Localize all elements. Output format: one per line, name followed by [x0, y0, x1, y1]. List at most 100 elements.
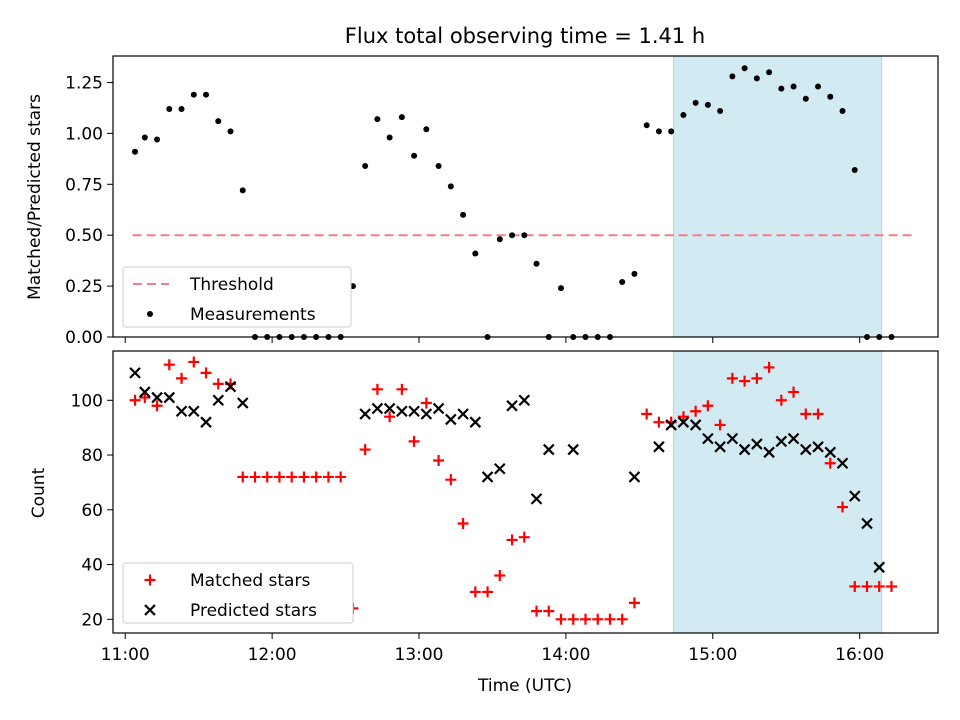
measurement-point: [386, 134, 393, 141]
predicted-star-point: [775, 435, 788, 448]
predicted-star-point: [457, 408, 469, 420]
legend-box: [122, 266, 352, 328]
predicted-star-point: [224, 380, 237, 393]
predicted-star-point: [873, 561, 886, 574]
predicted-star-point: [628, 471, 641, 483]
ratio-panel: Matched/Predicted stars 0.00 0.25 0.50 0.75…: [25, 55, 939, 348]
matched-star-point: [237, 471, 249, 483]
predicted-star-point: [518, 394, 531, 407]
x-tick-label: 12:00: [248, 645, 297, 665]
matched-star-point: [163, 359, 175, 371]
matched-star-point: [592, 613, 604, 625]
matched-star-point: [849, 580, 861, 592]
matched-star-point: [567, 613, 579, 625]
matched-star-point: [371, 383, 383, 395]
predicted-star-point: [481, 471, 494, 483]
measurement-point: [704, 101, 711, 108]
measurement-point: [423, 126, 430, 133]
legend-measurement-swatch: [147, 311, 153, 317]
matched-star-point: [286, 471, 298, 483]
y-tick-label: 1.25: [65, 73, 103, 93]
x-tick-label: 14:00: [541, 645, 590, 665]
predicted-star-point: [530, 493, 543, 505]
top-y-axis-label: Matched/Predicted stars: [25, 94, 45, 300]
x-tick-label: 13:00: [395, 645, 444, 665]
measurement-point: [398, 114, 405, 121]
count-panel: Count Time (UTC) 20 40 60 80 100 11:00 12:00 13…: [29, 350, 939, 696]
predicted-star-point: [800, 443, 812, 456]
predicted-star-point: [689, 419, 702, 431]
measurement-point: [655, 128, 662, 135]
matched-star-point: [702, 400, 714, 412]
bottom-y-axis-label: Count: [29, 467, 49, 518]
matched-star-point: [212, 378, 224, 390]
matched-star-point: [384, 411, 396, 423]
matched-star-point: [775, 394, 787, 406]
measurement-point: [227, 128, 234, 135]
matched-star-point: [579, 613, 591, 625]
predicted-star-point: [653, 441, 665, 453]
measurement-point: [239, 187, 246, 194]
y-tick-label: 1.00: [65, 124, 103, 144]
shaded-region: [673, 55, 883, 338]
shaded-region: [673, 350, 883, 634]
measurement-point: [557, 285, 564, 292]
legend-box: [122, 562, 354, 624]
predicted-star-point: [371, 402, 384, 415]
matched-star-point: [129, 394, 141, 406]
measurement-point: [435, 162, 442, 169]
predicted-star-point: [494, 462, 506, 475]
measurement-point: [132, 148, 139, 155]
matched-star-point: [176, 372, 188, 384]
predicted-star-point: [677, 416, 690, 428]
matched-star-point: [457, 517, 469, 529]
y-tick-label: 100: [71, 391, 103, 411]
y-tick-label: 60: [81, 501, 103, 521]
predicted-star-point: [824, 446, 837, 459]
matched-star-point: [861, 580, 873, 592]
predicted-star-point: [396, 405, 408, 418]
measurement-point: [362, 162, 369, 169]
y-tick-label: 0.50: [65, 226, 103, 246]
matched-star-point: [604, 613, 616, 625]
predicted-star-point: [848, 490, 861, 502]
predicted-star-point: [383, 402, 396, 415]
predicted-star-point: [812, 441, 824, 453]
matched-star-point: [298, 471, 310, 483]
predicted-star-point: [212, 394, 225, 407]
legend-label: Predicted stars: [190, 601, 317, 621]
predicted-star-point: [432, 402, 445, 415]
predicted-star-point: [714, 441, 726, 453]
measurement-point: [839, 107, 846, 114]
y-tick-label: 20: [81, 610, 103, 630]
matched-star-point: [139, 392, 151, 404]
legend-predicted-swatch: [144, 604, 156, 616]
x-tick-label: 16:00: [835, 645, 884, 665]
matched-star-point: [690, 405, 702, 417]
matched-star-point: [751, 372, 763, 384]
y-tick-label: 0.75: [65, 175, 103, 195]
matched-star-point: [714, 419, 726, 431]
predicted-star-point: [129, 367, 141, 379]
y-tick-label: 40: [81, 556, 103, 576]
matched-star-point: [482, 586, 494, 598]
predicted-star-point: [861, 517, 873, 530]
matched-star-point: [506, 534, 518, 546]
legend-matched-swatch: [144, 574, 156, 586]
y-tick-label: 0.00: [65, 328, 103, 348]
measurement-point: [692, 99, 699, 106]
x-tick-label: 11:00: [101, 645, 150, 665]
predicted-star-point: [751, 438, 763, 450]
measurement-point: [827, 93, 834, 100]
x-axis-label: Time (UTC): [477, 676, 572, 696]
measurement-point: [741, 65, 748, 72]
measurement-point: [374, 116, 381, 123]
measurement-point: [729, 73, 736, 80]
matched-star-point: [824, 457, 836, 469]
predicted-star-point: [836, 457, 849, 470]
predicted-star-point: [445, 413, 457, 426]
measurement-point: [447, 183, 454, 190]
matched-star-point: [677, 411, 689, 423]
measurement-point: [643, 122, 650, 129]
measurement-point: [509, 232, 516, 239]
